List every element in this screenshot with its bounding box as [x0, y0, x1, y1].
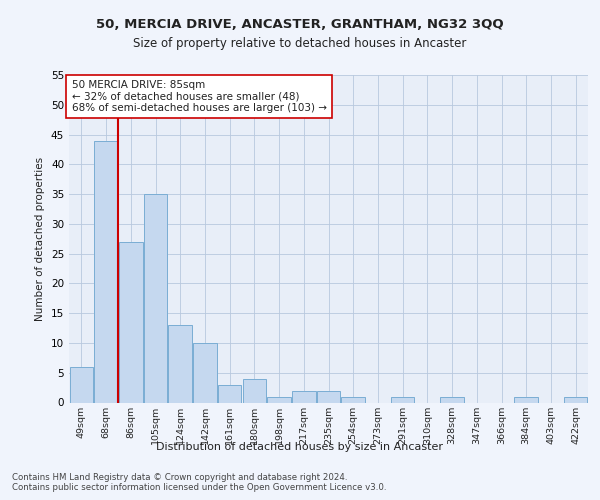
- Text: 50 MERCIA DRIVE: 85sqm
← 32% of detached houses are smaller (48)
68% of semi-det: 50 MERCIA DRIVE: 85sqm ← 32% of detached…: [71, 80, 326, 113]
- Text: 50, MERCIA DRIVE, ANCASTER, GRANTHAM, NG32 3QQ: 50, MERCIA DRIVE, ANCASTER, GRANTHAM, NG…: [96, 18, 504, 30]
- Bar: [391, 396, 415, 402]
- Bar: [514, 396, 538, 402]
- Text: Size of property relative to detached houses in Ancaster: Size of property relative to detached ho…: [133, 38, 467, 51]
- Y-axis label: Number of detached properties: Number of detached properties: [35, 156, 46, 321]
- Bar: [70, 367, 93, 402]
- Text: Contains HM Land Registry data © Crown copyright and database right 2024.
Contai: Contains HM Land Registry data © Crown c…: [12, 472, 386, 492]
- Bar: [169, 325, 192, 402]
- Bar: [193, 343, 217, 402]
- Bar: [341, 396, 365, 402]
- Bar: [292, 390, 316, 402]
- Bar: [268, 396, 291, 402]
- Bar: [94, 140, 118, 402]
- Bar: [440, 396, 464, 402]
- Bar: [218, 384, 241, 402]
- Bar: [317, 390, 340, 402]
- Text: Distribution of detached houses by size in Ancaster: Distribution of detached houses by size …: [157, 442, 443, 452]
- Bar: [144, 194, 167, 402]
- Bar: [242, 378, 266, 402]
- Bar: [119, 242, 143, 402]
- Bar: [564, 396, 587, 402]
